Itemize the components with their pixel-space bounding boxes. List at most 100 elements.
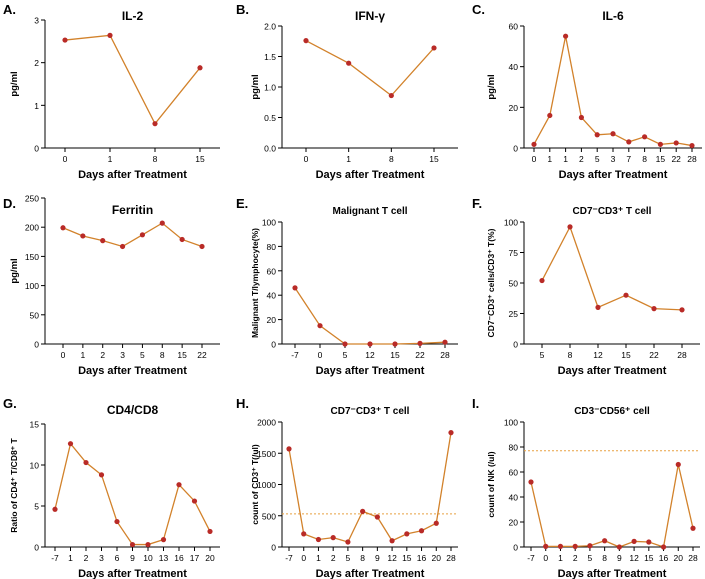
data-point [418, 528, 425, 534]
series-line [305, 40, 435, 97]
y-tick-label: 60 [509, 22, 519, 32]
data-point [60, 225, 66, 231]
data-point [616, 544, 622, 550]
data-point [610, 131, 616, 137]
x-tick-label: -7 [51, 553, 59, 563]
x-tick-label: 7 [626, 154, 631, 164]
y-tick-label: 0 [271, 340, 276, 350]
y-tick-label: 0 [271, 543, 276, 553]
x-tick-label: 8 [389, 154, 394, 164]
y-tick-label: 1.0 [264, 83, 276, 93]
data-point [673, 140, 679, 146]
x-tick-label: 15 [195, 154, 205, 164]
data-point [389, 538, 395, 544]
x-tick-label: 28 [688, 553, 698, 563]
y-tick-label: 2 [34, 58, 39, 68]
data-point [572, 543, 578, 549]
data-point [417, 340, 423, 346]
x-tick-label: 16 [174, 553, 184, 563]
x-tick-label: 1 [316, 553, 321, 563]
x-tick-label: 5 [540, 350, 545, 360]
data-point [62, 37, 68, 43]
data-point [345, 539, 351, 545]
data-point [679, 307, 685, 313]
y-tick-label: 2.0 [264, 22, 276, 32]
data-point [176, 482, 182, 488]
data-point [557, 543, 564, 549]
chart-panel-1: A. IL-2 0 1 2 3 0 1 8 15 Days after Treatment pg/ml [3, 2, 220, 181]
x-tick-label: 16 [417, 553, 427, 563]
x-tick-label: 1 [346, 154, 351, 164]
y-tick-label: 1000 [257, 480, 276, 490]
x-tick-label: 0 [532, 154, 537, 164]
panel-label: F. [472, 196, 482, 211]
x-tick-label: 10 [143, 553, 153, 563]
y-tick-label: 3 [34, 16, 39, 26]
series-line [54, 442, 211, 546]
data-point [292, 285, 298, 291]
series-line [294, 287, 446, 345]
y-axis-label: pg/ml [9, 258, 20, 283]
data-point [179, 236, 185, 243]
x-tick-label: 5 [343, 350, 348, 360]
data-point [689, 142, 695, 149]
y-tick-label: 200 [25, 223, 39, 233]
x-axis-label: Days after Treatment [316, 568, 425, 579]
x-tick-label: 1 [547, 154, 552, 164]
y-tick-label: 50 [509, 279, 519, 289]
data-point [301, 531, 307, 537]
y-tick-label: 250 [25, 194, 39, 204]
x-tick-label: 15 [644, 553, 654, 563]
data-point [119, 243, 126, 250]
y-tick-label: 75 [509, 248, 519, 258]
y-tick-label: 10 [30, 461, 40, 471]
x-tick-label: 5 [595, 154, 600, 164]
x-tick-label: -7 [527, 553, 535, 563]
y-tick-label: 50 [30, 310, 40, 320]
panel-label: H. [236, 396, 249, 411]
x-tick-label: 28 [687, 154, 697, 164]
y-tick-label: 20 [509, 103, 519, 113]
data-point [675, 461, 681, 468]
chart-title: CD7⁻CD3⁺ T cell [331, 406, 410, 417]
chart-panel-6: F. CD7⁻CD3⁺ T cell 0 25 50 75 100 5 8 12 15 22 28 Day… [472, 196, 700, 377]
series-line [288, 432, 452, 543]
x-tick-label: 15 [177, 350, 187, 360]
data-point [199, 243, 205, 250]
x-tick-label: 15 [402, 553, 412, 563]
data-point [52, 506, 58, 512]
data-point [567, 224, 573, 230]
series-line [62, 222, 203, 248]
data-point [159, 220, 165, 226]
x-tick-label: 3 [120, 350, 125, 360]
data-point [360, 508, 366, 514]
y-axis-label: Ratio of CD4⁺ T/CD8⁺ T [9, 437, 19, 532]
chart-panel-2: B. IFN-γ 0.0 0.5 1.0 1.5 2.0 0 1 8 15 Days after Tr… [236, 2, 458, 181]
chart-title: CD3⁻CD56⁺ cell [574, 406, 650, 417]
x-tick-label: 2 [573, 553, 578, 563]
y-axis-label: pg/ml [9, 71, 20, 96]
panel-label: A. [3, 2, 16, 17]
y-axis-label: Malignant T/lymphocyte(%) [250, 228, 260, 338]
x-tick-label: 13 [159, 553, 169, 563]
x-tick-label: 1 [108, 154, 113, 164]
x-tick-label: -7 [285, 553, 293, 563]
x-tick-label: 1 [68, 553, 73, 563]
y-tick-label: 0 [513, 543, 518, 553]
data-point [690, 525, 696, 531]
x-tick-label: 0 [301, 553, 306, 563]
y-axis-label: CD7⁻CD3⁺ cells/CD3⁺ T(%) [486, 228, 496, 337]
y-tick-label: 2000 [257, 418, 276, 428]
x-tick-label: 20 [432, 553, 442, 563]
x-tick-label: 2 [100, 350, 105, 360]
y-tick-label: 40 [509, 493, 519, 503]
x-tick-label: 22 [671, 154, 681, 164]
data-point [595, 304, 601, 310]
series-line [533, 36, 693, 147]
chart-title: Ferritin [112, 203, 153, 217]
y-tick-label: 20 [267, 315, 277, 325]
data-point [207, 528, 213, 535]
data-point [602, 538, 608, 544]
data-point [448, 430, 454, 436]
